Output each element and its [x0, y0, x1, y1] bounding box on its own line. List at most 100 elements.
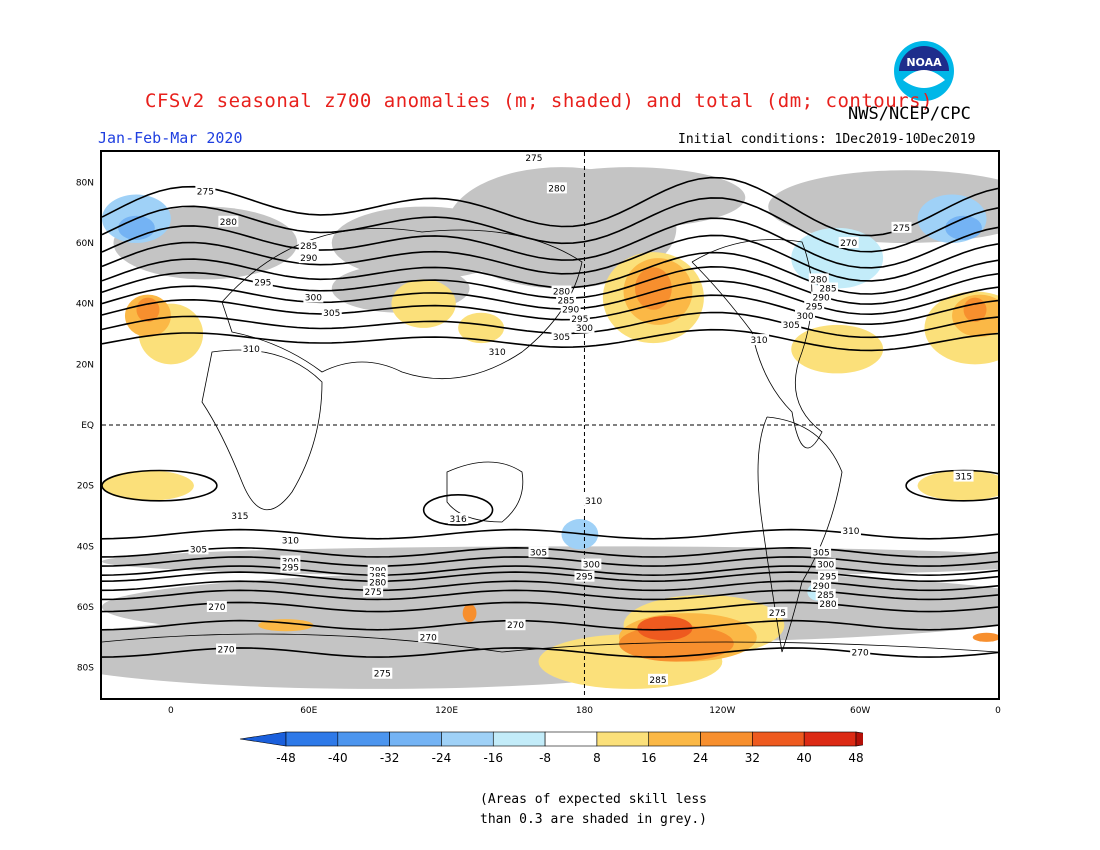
- logo-text: NOAA: [906, 56, 942, 69]
- contour-label-bg: [505, 619, 526, 631]
- positive-anomaly-patch: [458, 312, 505, 344]
- contour-label: 285: [300, 242, 317, 252]
- height-contour: [101, 251, 999, 295]
- positive-anomaly-patch: [102, 470, 194, 501]
- contour-label: 290: [562, 306, 579, 316]
- height-contour: [101, 265, 999, 305]
- contour-label-bg: [252, 276, 273, 288]
- contour-label: 310: [750, 336, 767, 346]
- skill-note-line1: (Areas of expected skill less: [480, 792, 707, 807]
- contour-label-bg: [953, 470, 974, 482]
- lat-tick-label: 80S: [77, 664, 94, 674]
- contour-label-bg: [229, 510, 250, 521]
- contour-label: 275: [525, 154, 542, 164]
- colorbar-label: 16: [641, 751, 656, 765]
- contour-label: 290: [813, 294, 830, 304]
- contour-label: 295: [806, 303, 823, 313]
- colorbar-segment: [700, 731, 753, 747]
- contour-label-bg: [560, 303, 581, 315]
- colorbar-arrow-right: [855, 731, 863, 747]
- contour-label-bg: [321, 306, 342, 318]
- contour-label: 300: [576, 324, 593, 334]
- contour-label-bg: [195, 185, 216, 197]
- contour-label-bg: [647, 673, 668, 685]
- contour-label: 295: [576, 573, 593, 583]
- contour-label: 275: [769, 609, 786, 619]
- colorbar-label: 48: [848, 751, 863, 765]
- positive-anomaly-patch: [637, 616, 693, 641]
- coastlines-layer: [101, 227, 999, 653]
- contour-lines-layer: [101, 176, 1022, 658]
- height-contour: [101, 556, 999, 567]
- contour-label: 270: [507, 621, 524, 631]
- contour-label-bg: [528, 546, 549, 558]
- contour-label-bg: [811, 291, 832, 303]
- contour-label-bg: [574, 570, 595, 582]
- contour-label: 295: [819, 573, 836, 583]
- contour-label: 305: [783, 321, 800, 331]
- contour-label-bg: [551, 285, 572, 297]
- contour-label-bg: [218, 215, 239, 227]
- lon-tick-label: 180: [576, 706, 593, 716]
- contour-label-bg: [808, 273, 829, 285]
- agency-label: NWS/NCEP/CPC: [848, 104, 971, 124]
- colorbar-segment: [492, 731, 546, 747]
- contour-label: 310: [489, 348, 506, 358]
- contour-label: 285: [817, 591, 834, 601]
- contour-label: 310: [842, 527, 859, 537]
- forecast-period: Jan-Feb-Mar 2020: [98, 129, 243, 147]
- colorbar-label: -48: [276, 751, 296, 765]
- lat-tick-label: 60N: [76, 239, 94, 249]
- contour-label-bg: [781, 318, 802, 330]
- contour-label: 310: [243, 345, 260, 355]
- contour-label: 310: [282, 536, 299, 546]
- contour-label: 285: [557, 297, 574, 307]
- contour-label-bg: [216, 643, 237, 655]
- contour-label-bg: [815, 588, 836, 600]
- skill-note-line2: than 0.3 are shaded in grey.): [480, 812, 707, 827]
- height-contour: [101, 565, 999, 577]
- contour-label-bg: [241, 343, 262, 355]
- contour-label: 295: [282, 564, 299, 574]
- height-contour: [422, 493, 494, 526]
- contour-label: 285: [649, 676, 666, 686]
- contour-label-bg: [804, 300, 825, 312]
- contour-label-bg: [811, 546, 832, 558]
- contour-label-bg: [418, 631, 439, 643]
- contour-label: 316: [450, 515, 467, 525]
- contour-label: 270: [420, 633, 437, 643]
- contour-label-bg: [817, 282, 838, 294]
- contour-label-bg: [569, 312, 590, 324]
- contour-label-bg: [280, 534, 301, 546]
- colorbar-segment: [544, 731, 598, 747]
- contour-label-bg: [891, 221, 912, 233]
- contour-label-bg: [574, 321, 595, 333]
- contour-label: 315: [231, 512, 248, 522]
- contour-label-bg: [811, 579, 832, 591]
- colorbar-segment: [337, 731, 390, 747]
- contour-label-bg: [188, 543, 209, 555]
- height-contour: [101, 217, 999, 269]
- contour-label-bg: [367, 564, 388, 576]
- contour-label-bg: [795, 309, 816, 321]
- contour-label-bg: [448, 513, 469, 525]
- contour-label-bg: [546, 182, 567, 194]
- lat-tick-label: 40S: [77, 542, 94, 552]
- contour-label: 270: [840, 239, 857, 249]
- colorbar-label: 8: [593, 751, 601, 765]
- height-contour: [101, 234, 999, 282]
- lon-tick-label: 60E: [300, 706, 317, 716]
- lat-tick-label: 60S: [77, 603, 94, 613]
- height-contour: [101, 589, 999, 601]
- contour-label-bg: [767, 607, 788, 619]
- contour-label: 270: [852, 649, 869, 659]
- positive-anomaly-patch: [635, 267, 672, 310]
- colorbar-label: 24: [693, 751, 708, 765]
- positive-anomaly-patch: [972, 632, 1001, 642]
- contour-label: 275: [893, 224, 910, 234]
- height-contour: [101, 580, 999, 592]
- contour-label: 300: [305, 294, 322, 304]
